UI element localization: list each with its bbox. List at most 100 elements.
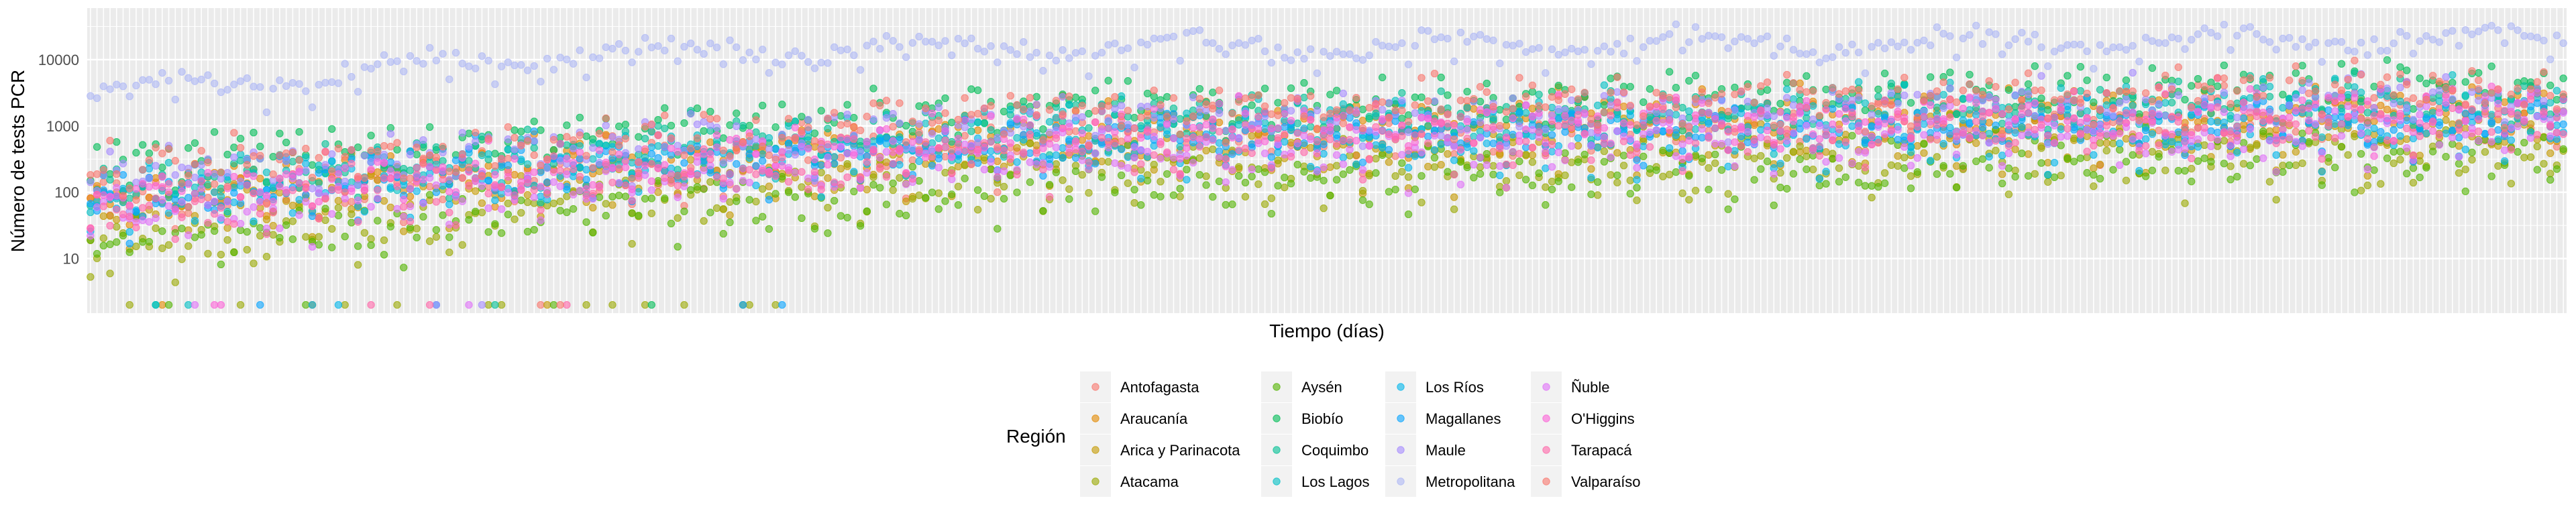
data-point <box>1535 44 1543 52</box>
data-point <box>2396 156 2404 164</box>
data-point <box>1476 31 1485 39</box>
data-point <box>1554 50 1562 59</box>
data-point <box>517 156 525 164</box>
data-point <box>745 150 753 158</box>
data-point <box>1176 56 1184 65</box>
data-point <box>2031 112 2039 120</box>
data-point <box>576 46 584 54</box>
data-point <box>1920 149 1928 157</box>
data-point <box>2396 132 2404 140</box>
data-point <box>1404 60 1413 68</box>
data-point <box>915 157 923 166</box>
data-point <box>504 146 513 154</box>
data-point <box>1417 198 1426 207</box>
data-point <box>1150 34 1158 43</box>
data-point <box>1705 151 1713 159</box>
data-point <box>1698 133 1706 141</box>
data-point <box>1065 185 1073 193</box>
data-point <box>934 103 943 111</box>
data-point <box>93 143 101 151</box>
data-point <box>1352 119 1360 127</box>
data-point <box>1091 87 1099 95</box>
data-point <box>1411 152 1419 160</box>
data-point <box>602 131 610 139</box>
data-point <box>1587 165 1595 173</box>
data-point <box>1750 176 1758 184</box>
data-point <box>1483 79 1491 88</box>
data-point <box>2233 32 2241 40</box>
data-point <box>2461 124 2469 133</box>
data-point <box>1496 106 1504 114</box>
data-point <box>1521 150 1530 159</box>
data-point <box>2090 98 2098 107</box>
data-point <box>2409 50 2418 58</box>
data-point <box>980 192 989 201</box>
data-point <box>1137 174 1145 182</box>
data-point <box>784 51 793 60</box>
data-point <box>1803 165 1811 174</box>
data-point <box>1052 168 1061 176</box>
data-point <box>2468 156 2476 164</box>
data-point <box>1803 152 1811 160</box>
data-point <box>700 157 708 165</box>
data-point <box>171 278 180 286</box>
data-point <box>217 192 225 201</box>
data-point <box>869 38 877 46</box>
data-point <box>1000 194 1008 203</box>
data-point <box>2011 145 2019 154</box>
data-point <box>1568 158 1576 166</box>
data-point <box>1985 164 1993 172</box>
data-point <box>680 119 688 127</box>
data-point <box>1521 109 1530 117</box>
data-point <box>739 300 747 309</box>
data-point <box>1483 35 1491 43</box>
data-point <box>2207 158 2215 166</box>
data-point <box>1854 162 1863 170</box>
data-point <box>465 143 473 151</box>
data-point <box>1593 191 1602 199</box>
data-point <box>2155 39 2163 47</box>
data-point <box>1346 114 1354 122</box>
data-point <box>1404 173 1413 181</box>
data-point <box>341 232 349 241</box>
data-point <box>302 233 310 241</box>
data-point <box>908 127 917 135</box>
data-point <box>478 209 486 217</box>
data-point <box>2357 89 2365 97</box>
data-point <box>1691 23 1700 32</box>
data-point <box>543 300 551 309</box>
data-point <box>1463 87 1471 96</box>
data-point <box>2383 154 2392 162</box>
data-point <box>308 103 317 111</box>
data-point <box>1320 140 1328 148</box>
data-point <box>406 52 415 60</box>
data-point <box>1515 123 1523 131</box>
data-point <box>994 58 1002 66</box>
data-point <box>380 196 388 205</box>
data-point <box>1430 97 1439 105</box>
data-point <box>1026 178 1034 186</box>
data-point <box>1815 175 1824 183</box>
data-point <box>386 183 394 191</box>
data-point <box>752 142 760 150</box>
data-point <box>2265 93 2274 101</box>
data-point <box>1228 150 1236 158</box>
data-point <box>1593 47 1602 55</box>
data-point <box>1998 170 2006 178</box>
data-point <box>784 188 793 196</box>
data-point <box>1143 89 1152 98</box>
data-point <box>2487 62 2496 70</box>
data-point <box>1456 28 1465 37</box>
data-point <box>523 66 532 74</box>
data-point <box>2239 114 2248 123</box>
data-point <box>2200 154 2208 162</box>
data-point <box>504 211 513 219</box>
data-point <box>204 71 212 79</box>
data-point <box>262 215 271 223</box>
data-point <box>856 66 865 74</box>
data-point <box>158 68 166 77</box>
data-point <box>915 177 923 185</box>
data-point <box>2468 148 2476 157</box>
data-point <box>2285 34 2294 42</box>
data-point <box>1848 96 1856 105</box>
